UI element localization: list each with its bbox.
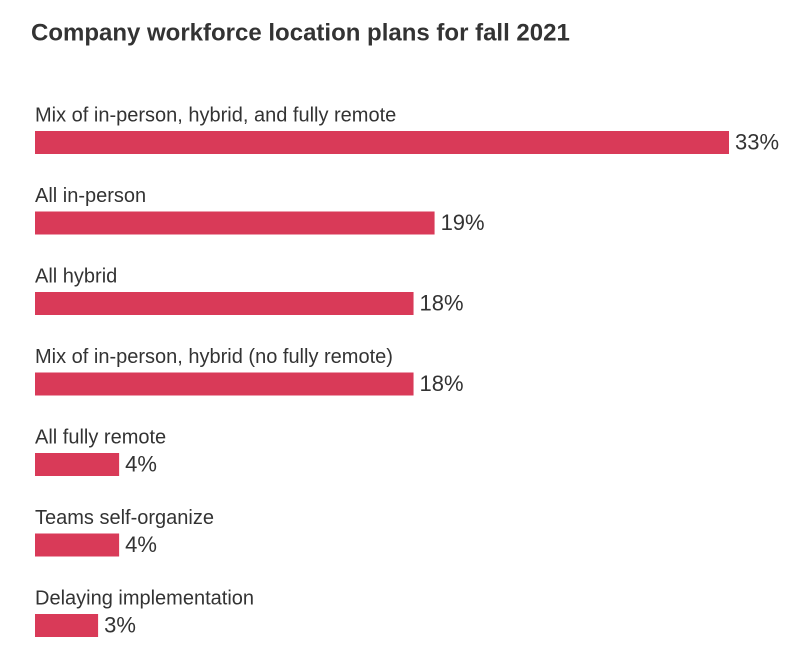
category-label: Delaying implementation [35, 587, 254, 609]
category-label: All in-person [35, 185, 146, 207]
bar [35, 372, 414, 396]
value-label: 19% [441, 210, 485, 235]
value-label: 4% [125, 451, 157, 476]
value-label: 4% [125, 532, 157, 557]
bar [35, 211, 435, 235]
value-label: 18% [420, 290, 464, 315]
value-label: 33% [735, 129, 779, 154]
bar [35, 453, 120, 476]
bar [35, 292, 414, 315]
category-label: Teams self-organize [35, 507, 214, 529]
value-label: 3% [104, 612, 136, 637]
bar [35, 131, 729, 154]
chart-title: Company workforce location plans for fal… [31, 19, 570, 46]
category-label: All hybrid [35, 265, 117, 287]
category-label: Mix of in-person, hybrid, and fully remo… [35, 104, 396, 126]
bar [35, 614, 99, 637]
category-label: Mix of in-person, hybrid (no fully remot… [35, 346, 393, 368]
value-label: 18% [420, 371, 464, 396]
bar [35, 533, 120, 557]
category-label: All fully remote [35, 426, 166, 448]
